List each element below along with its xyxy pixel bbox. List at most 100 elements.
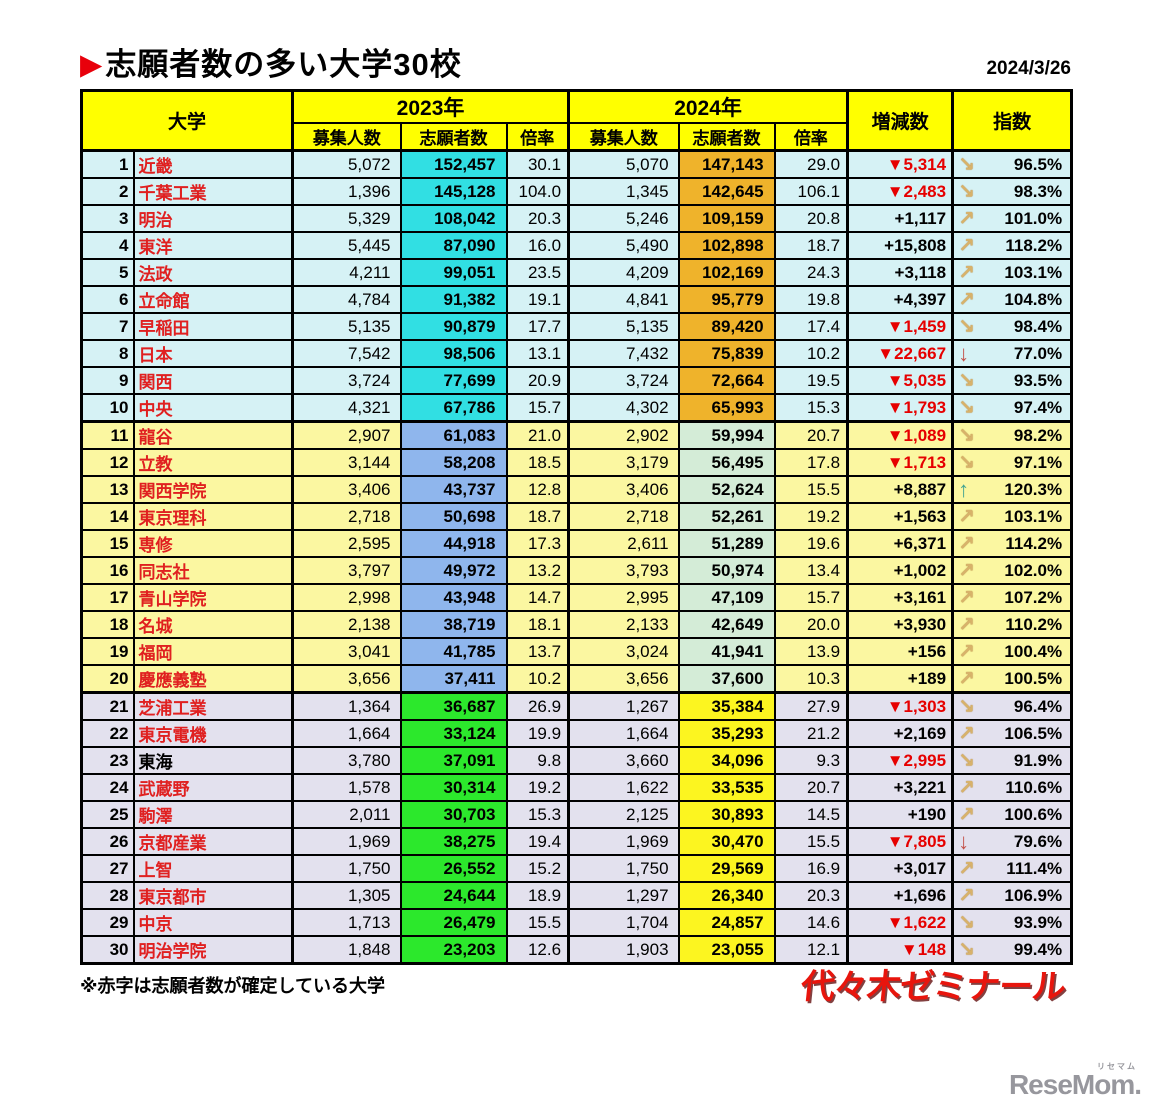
- table-row: 20 慶應義塾 3,656 37,411 10.2 3,656 37,600 10.3 +189…: [80, 664, 1073, 694]
- rank-cell: 9: [80, 366, 135, 396]
- index-cell: ↑ 120.3%: [951, 475, 1073, 505]
- change-cell: ▼1,713: [846, 448, 955, 478]
- ratio-2023-cell: 12.6: [505, 935, 571, 965]
- ratio-2024-cell: 14.6: [773, 908, 850, 938]
- applicants-2024-cell: 24,857: [677, 908, 776, 938]
- recruit-2023-cell: 1,969: [291, 827, 402, 857]
- applicants-2023-cell: 50,698: [399, 502, 508, 532]
- index-cell: ↗ 118.2%: [951, 231, 1073, 261]
- university-name: 京都産業: [132, 827, 295, 857]
- change-cell: ▼7,805: [846, 827, 955, 857]
- change-cell: ▼1,303: [846, 691, 955, 722]
- table-row: 5 法政 4,211 99,051 23.5 4,209 102,169 24.3 +3,118…: [80, 258, 1073, 288]
- recruit-2024-cell: 2,902: [567, 420, 680, 451]
- applicants-2023-cell: 108,042: [399, 204, 508, 234]
- index-cell: ↘ 98.3%: [951, 177, 1073, 207]
- recruit-2024-cell: 2,125: [567, 800, 680, 830]
- index-cell: ↗ 104.8%: [951, 285, 1073, 315]
- ratio-2023-cell: 15.7: [505, 393, 571, 423]
- table-row: 14 東京理科 2,718 50,698 18.7 2,718 52,261 19.2 +1,5…: [80, 502, 1073, 532]
- recruit-2024-cell: 4,209: [567, 258, 680, 288]
- index-cell: ↘ 98.4%: [951, 312, 1073, 342]
- rank-cell: 12: [80, 448, 135, 478]
- change-cell: +1,117: [846, 204, 955, 234]
- ratio-2024-cell: 17.4: [773, 312, 850, 342]
- table-row: 30 明治学院 1,848 23,203 12.6 1,903 23,055 12.1 ▼148…: [80, 935, 1073, 965]
- rank-cell: 29: [80, 908, 135, 938]
- university-applicants-table: 大学 2023年 2024年 増減数 指数 募集人数 志願者数 倍率 募集人数 …: [80, 89, 1074, 966]
- change-cell: ▼22,667: [846, 339, 955, 369]
- ratio-2024-cell: 20.7: [773, 420, 850, 451]
- recruit-2024-cell: 4,302: [567, 393, 680, 423]
- index-value: 100.4%: [1004, 641, 1063, 661]
- rank-cell: 4: [80, 231, 135, 261]
- header-recruit-2023: 募集人数: [291, 122, 402, 153]
- recruit-2024-cell: 1,297: [567, 881, 680, 911]
- rank-cell: 20: [80, 664, 135, 694]
- recruit-2023-cell: 1,664: [291, 719, 402, 749]
- applicants-2024-cell: 37,600: [677, 664, 776, 694]
- trend-down-big-icon: ↓: [958, 828, 970, 854]
- index-cell: ↘ 96.4%: [951, 691, 1073, 722]
- recruit-2023-cell: 1,305: [291, 881, 402, 911]
- table-row: 21 芝浦工業 1,364 36,687 26.9 1,267 35,384 27.9 ▼1,3…: [80, 691, 1073, 722]
- ratio-2024-cell: 20.3: [773, 881, 850, 911]
- ratio-2023-cell: 104.0: [505, 177, 571, 207]
- footer-row: ※赤字は志願者数が確定している大学 代々木ゼミナール: [80, 968, 1071, 1006]
- university-name: 武蔵野: [132, 773, 295, 803]
- recruit-2023-cell: 1,750: [291, 854, 402, 884]
- applicants-2023-cell: 67,786: [399, 393, 508, 423]
- applicants-2023-cell: 90,879: [399, 312, 508, 342]
- applicants-2024-cell: 72,664: [677, 366, 776, 396]
- header-applicants-2024: 志願者数: [677, 122, 776, 153]
- ratio-2024-cell: 10.2: [773, 339, 850, 369]
- university-name: 関西: [132, 366, 295, 396]
- university-name: 龍谷: [132, 420, 295, 451]
- trend-up-slight-icon: ↗: [958, 776, 975, 799]
- university-name: 中央: [132, 393, 295, 423]
- resemom-logo-text: ReseMom.: [1008, 1069, 1142, 1100]
- applicants-2024-cell: 142,645: [677, 177, 776, 207]
- table-row: 27 上智 1,750 26,552 15.2 1,750 29,569 16.9 +3,017…: [80, 854, 1073, 884]
- ratio-2024-cell: 19.6: [773, 529, 850, 559]
- triangle-marker-icon: ▶: [80, 48, 104, 81]
- university-name: 東海: [132, 746, 295, 776]
- recruit-2023-cell: 1,848: [291, 935, 402, 965]
- trend-up-slight-icon: ↗: [958, 288, 975, 311]
- university-name: 慶應義塾: [132, 664, 295, 694]
- ratio-2024-cell: 27.9: [773, 691, 850, 722]
- change-cell: +4,397: [846, 285, 955, 315]
- change-cell: +189: [846, 664, 955, 694]
- index-value: 79.6%: [1013, 831, 1063, 851]
- university-name: 東京都市: [132, 881, 295, 911]
- ratio-2024-cell: 19.8: [773, 285, 850, 315]
- recruit-2023-cell: 5,135: [291, 312, 402, 342]
- change-cell: ▼2,995: [846, 746, 955, 776]
- change-cell: +1,696: [846, 881, 955, 911]
- title-row: ▶ 志願者数の多い大学30校 2024/3/26: [80, 47, 1071, 82]
- applicants-2023-cell: 49,972: [399, 556, 508, 586]
- recruit-2024-cell: 1,969: [567, 827, 680, 857]
- ratio-2024-cell: 20.0: [773, 610, 850, 640]
- table-row: 11 龍谷 2,907 61,083 21.0 2,902 59,994 20.7 ▼1,089…: [80, 420, 1073, 451]
- index-value: 100.6%: [1004, 804, 1063, 824]
- trend-down-slight-icon: ↘: [958, 396, 975, 419]
- rank-cell: 2: [80, 177, 135, 207]
- date-label: 2024/3/26: [986, 58, 1071, 80]
- applicants-2024-cell: 50,974: [677, 556, 776, 586]
- applicants-2024-cell: 51,289: [677, 529, 776, 559]
- table-row: 18 名城 2,138 38,719 18.1 2,133 42,649 20.0 +3,930…: [80, 610, 1073, 640]
- recruit-2024-cell: 5,135: [567, 312, 680, 342]
- applicants-2024-cell: 65,993: [677, 393, 776, 423]
- ratio-2024-cell: 19.5: [773, 366, 850, 396]
- recruit-2023-cell: 5,329: [291, 204, 402, 234]
- rank-cell: 24: [80, 773, 135, 803]
- table-row: 9 関西 3,724 77,699 20.9 3,724 72,664 19.5 ▼5,035 ↘…: [80, 366, 1073, 396]
- recruit-2023-cell: 1,713: [291, 908, 402, 938]
- ratio-2023-cell: 15.3: [505, 800, 571, 830]
- ratio-2023-cell: 12.8: [505, 475, 571, 505]
- change-cell: +6,371: [846, 529, 955, 559]
- ratio-2024-cell: 20.8: [773, 204, 850, 234]
- applicants-2023-cell: 38,719: [399, 610, 508, 640]
- header-applicants-2023: 志願者数: [399, 122, 508, 153]
